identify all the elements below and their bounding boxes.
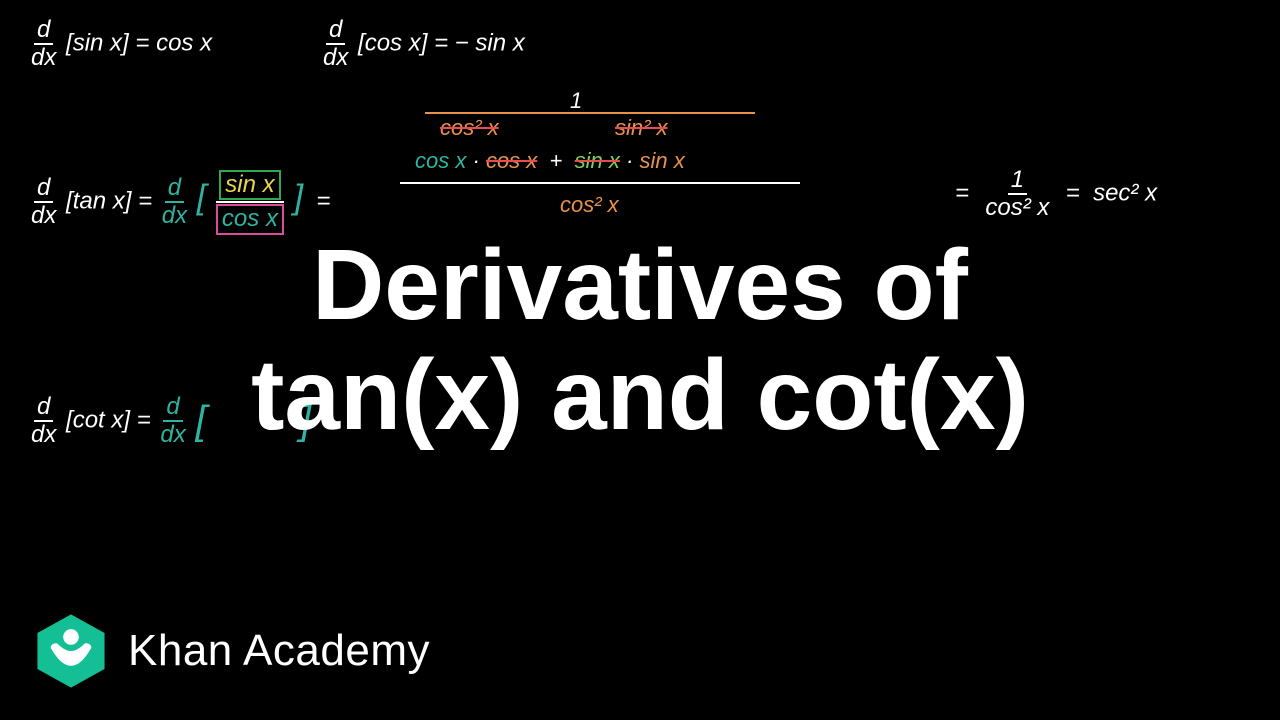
quotient-top: sin x: [219, 170, 280, 200]
eq-row2-numerator: cos x · cos x + sin x · sin x: [415, 148, 685, 174]
eq-text: − sin x: [455, 29, 525, 56]
eq-text: [cos x]: [358, 29, 427, 56]
title-line2: tan(x) and cot(x): [0, 340, 1280, 450]
eq-row2-lhs: ddx [tan x] = ddx [ sin x cos x ] =: [28, 170, 330, 235]
eq-text: =: [138, 188, 152, 215]
eq-row2-top-one: 1: [570, 88, 582, 114]
main-frac-line: [400, 182, 800, 184]
eq-row2-top-sin2: sin² x: [615, 115, 668, 141]
video-title: Derivatives of tan(x) and cot(x): [0, 230, 1280, 450]
brand-name: Khan Academy: [128, 626, 430, 676]
title-line1: Derivatives of: [0, 230, 1280, 340]
eq-text: [tan x]: [66, 188, 131, 215]
eq-row1-right: ddx [cos x] = − sin x: [320, 18, 525, 70]
eq-row1-left: ddx [sin x] = cos x: [28, 18, 212, 70]
eq-text: =: [434, 29, 448, 56]
eq-row2-result: = 1 cos² x = sec² x: [955, 168, 1157, 220]
eq-text: =: [135, 29, 149, 56]
eq-row2-top-cos2: cos² x: [440, 115, 499, 141]
brand-logo-zone: Khan Academy: [32, 612, 430, 690]
eq-text: [sin x]: [66, 29, 129, 56]
khan-academy-logo-icon: [32, 612, 110, 690]
annot-line: [425, 112, 755, 114]
eq-text: cos x: [156, 29, 212, 56]
eq-row2-denominator: cos² x: [560, 192, 619, 218]
